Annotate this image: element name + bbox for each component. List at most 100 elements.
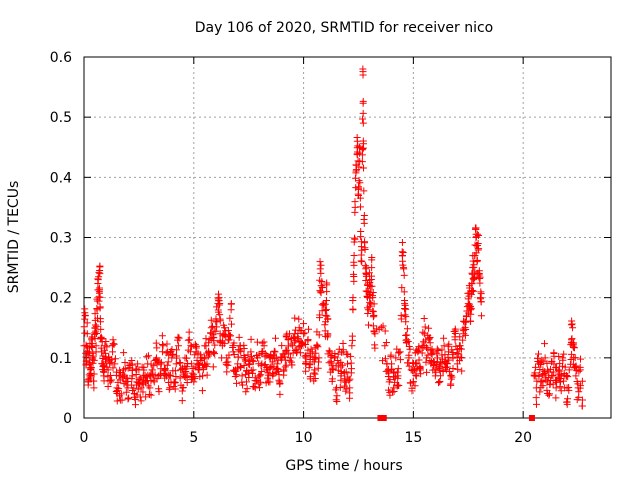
data-point <box>88 355 96 363</box>
y-tick-label: 0.4 <box>50 170 72 186</box>
y-tick-label: 0.3 <box>50 231 72 247</box>
data-point <box>307 345 315 353</box>
data-point <box>349 296 357 304</box>
data-point <box>253 376 261 384</box>
data-point <box>142 373 150 381</box>
data-point <box>576 363 584 371</box>
data-point <box>359 97 367 105</box>
data-point <box>369 307 377 315</box>
data-point <box>564 395 572 403</box>
data-point <box>442 364 450 372</box>
data-point <box>467 305 475 313</box>
data-point <box>426 339 434 347</box>
data-point <box>103 343 111 351</box>
data-point <box>381 327 389 335</box>
data-point <box>432 368 440 376</box>
data-point <box>258 368 266 376</box>
data-point <box>341 382 349 390</box>
data-point <box>184 360 192 368</box>
data-point <box>323 279 331 287</box>
data-point <box>188 369 196 377</box>
data-point <box>224 336 232 344</box>
data-point <box>536 365 544 373</box>
data-point <box>350 270 358 278</box>
data-point <box>400 271 408 279</box>
data-point <box>436 366 444 374</box>
data-point <box>398 239 406 247</box>
data-point <box>390 387 398 395</box>
data-point <box>247 335 255 343</box>
data-point <box>295 315 303 323</box>
data-point <box>328 375 336 383</box>
data-point <box>570 344 578 352</box>
data-point <box>91 310 99 318</box>
data-point <box>203 371 211 379</box>
y-tick-label: 0.6 <box>50 50 72 66</box>
data-point <box>332 386 340 394</box>
data-point <box>371 341 379 349</box>
data-point <box>166 384 174 392</box>
data-point <box>532 384 540 392</box>
data-point <box>340 369 348 377</box>
data-point <box>476 273 484 281</box>
data-point <box>538 377 546 385</box>
data-point <box>532 394 540 402</box>
data-point <box>262 379 270 387</box>
data-point <box>257 378 265 386</box>
data-point <box>210 349 218 357</box>
data-point <box>235 333 243 341</box>
data-point <box>578 402 586 410</box>
data-point <box>155 388 163 396</box>
data-point <box>468 287 476 295</box>
data-point <box>332 362 340 370</box>
data-point <box>361 244 369 252</box>
data-point <box>464 295 472 303</box>
data-point <box>304 336 312 344</box>
data-point <box>544 366 552 374</box>
data-point <box>425 324 433 332</box>
data-point <box>95 284 103 292</box>
data-point <box>471 224 479 232</box>
data-point <box>248 356 256 364</box>
data-point <box>399 257 407 265</box>
data-point <box>419 328 427 336</box>
data-point <box>556 383 564 391</box>
data-point <box>539 382 547 390</box>
data-point <box>197 351 205 359</box>
data-point <box>315 331 323 339</box>
data-point <box>233 379 241 387</box>
data-point <box>311 370 319 378</box>
data-point <box>420 330 428 338</box>
data-point <box>216 317 224 325</box>
data-point <box>139 379 147 387</box>
data-point <box>401 301 409 309</box>
data-point <box>87 363 95 371</box>
data-point <box>281 363 289 371</box>
data-point <box>169 351 177 359</box>
data-point <box>182 368 190 375</box>
data-point <box>171 379 179 387</box>
data-point <box>96 303 104 311</box>
data-point <box>565 386 573 394</box>
data-point <box>128 366 136 374</box>
data-point <box>364 321 372 329</box>
data-point <box>433 345 441 353</box>
axis-ticks: 0 0.1 0.2 0.3 0.4 0.5 0.6 0 5 10 15 20 <box>50 50 611 446</box>
data-point <box>321 321 329 329</box>
data-point <box>577 355 585 363</box>
data-point <box>560 377 568 385</box>
data-point <box>89 352 97 360</box>
data-point <box>461 318 469 326</box>
data-point <box>319 284 327 292</box>
data-point <box>432 361 440 369</box>
data-point <box>345 377 353 385</box>
data-point <box>280 367 288 375</box>
data-point <box>92 348 100 356</box>
x-tick-label: 15 <box>404 430 422 446</box>
data-point <box>120 349 128 357</box>
x-tick-label: 10 <box>295 430 313 446</box>
data-point <box>403 331 411 339</box>
data-point <box>553 364 561 372</box>
data-point <box>360 219 368 227</box>
data-point <box>565 366 573 374</box>
